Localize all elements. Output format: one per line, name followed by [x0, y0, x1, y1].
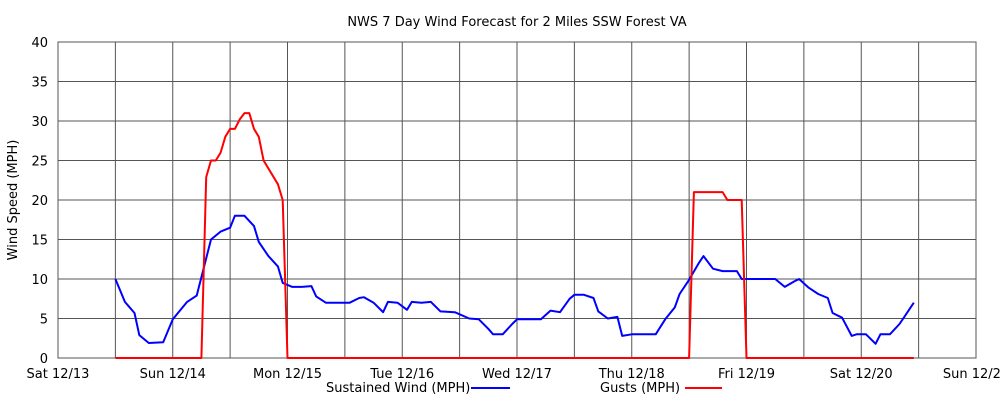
y-tick-label: 0: [40, 352, 48, 367]
y-tick-label: 20: [31, 194, 48, 209]
grid: [58, 41, 976, 359]
x-tick-label: Fri 12/19: [718, 367, 775, 382]
series-line-gusts: [115, 112, 914, 359]
y-tick-label: 5: [40, 313, 48, 328]
y-tick-label: 40: [31, 36, 48, 51]
series-line-sustained-wind: [114, 214, 915, 345]
legend-label-gusts: Gusts (MPH): [600, 381, 680, 396]
x-tick-label: Sat 12/20: [830, 367, 893, 382]
y-tick-label: 30: [31, 115, 48, 130]
y-tick-label: 25: [31, 155, 48, 170]
legend: Sustained Wind (MPH) Gusts (MPH): [326, 381, 722, 396]
legend-label-sustained: Sustained Wind (MPH): [326, 381, 470, 396]
x-tick-label: Wed 12/17: [482, 367, 552, 382]
y-axis: 0 5 10 15 20 25 30 35 40: [31, 36, 48, 367]
y-axis-label: Wind Speed (MPH): [6, 140, 21, 261]
series-group: [114, 112, 915, 359]
y-tick-label: 10: [31, 273, 48, 288]
y-tick-label: 15: [31, 234, 48, 249]
x-tick-label: Sun 12/14: [140, 367, 206, 382]
x-tick-label: Sat 12/13: [27, 367, 90, 382]
x-axis: Sat 12/13 Sun 12/14 Mon 12/15 Tue 12/16 Wed …: [27, 367, 1000, 382]
x-tick-label: Sun 12/21: [943, 367, 1000, 382]
chart-title: NWS 7 Day Wind Forecast for 2 Miles SSW …: [347, 15, 686, 30]
x-tick-label: Thu 12/18: [598, 367, 665, 382]
x-tick-label: Mon 12/15: [253, 367, 322, 382]
y-tick-label: 35: [31, 76, 48, 91]
x-tick-label: Tue 12/16: [369, 367, 434, 382]
